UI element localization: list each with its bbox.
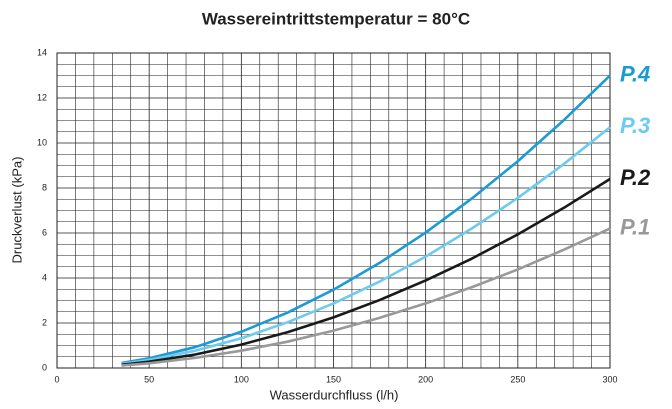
- x-tick-label: 100: [234, 374, 249, 384]
- x-tick-label: 200: [418, 374, 433, 384]
- y-tick-label: 10: [37, 137, 47, 147]
- y-tick-label: 14: [37, 47, 47, 57]
- series-line: [121, 74, 611, 365]
- x-tick-label: 50: [144, 374, 154, 384]
- y-axis-label: Druckverlust (kPa): [9, 157, 24, 264]
- series-label: P.4: [620, 61, 650, 86]
- y-tick-label: 4: [42, 272, 47, 282]
- plot-frame: [56, 52, 611, 369]
- x-tick-label: 0: [54, 374, 59, 384]
- series-line: [121, 177, 611, 367]
- y-tick-label: 8: [42, 182, 47, 192]
- y-tick-label: 2: [42, 317, 47, 327]
- series-label: P.1: [620, 214, 650, 239]
- x-axis-label: Wasserdurchfluss (l/h): [270, 387, 399, 402]
- series-line: [121, 227, 611, 367]
- series-line: [121, 126, 611, 366]
- series-label: P.3: [620, 113, 650, 138]
- y-tick-label: 0: [42, 362, 47, 372]
- y-tick-label: 6: [42, 227, 47, 237]
- x-tick-label: 300: [602, 374, 617, 384]
- y-tick-label: 12: [37, 92, 47, 102]
- x-tick-label: 250: [510, 374, 525, 384]
- chart-title: Wassereintrittstemperatur = 80°C: [202, 9, 470, 28]
- x-tick-label: 150: [326, 374, 341, 384]
- series-label: P.2: [620, 165, 651, 190]
